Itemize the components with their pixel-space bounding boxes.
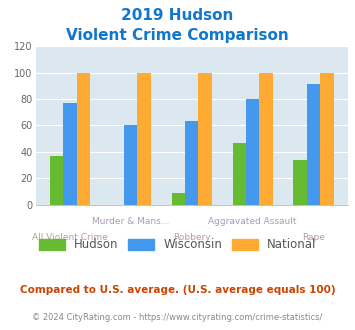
Bar: [185, 121, 198, 205]
Text: Aggravated Assault: Aggravated Assault: [208, 217, 297, 226]
Bar: [63, 103, 77, 205]
Bar: [50, 156, 63, 205]
Text: Robbery: Robbery: [173, 233, 211, 242]
Text: © 2024 CityRating.com - https://www.cityrating.com/crime-statistics/: © 2024 CityRating.com - https://www.city…: [32, 314, 323, 322]
Bar: [320, 73, 334, 205]
Text: Violent Crime Comparison: Violent Crime Comparison: [66, 28, 289, 43]
Bar: [260, 73, 273, 205]
Text: Murder & Mans...: Murder & Mans...: [92, 217, 169, 226]
Bar: [77, 73, 90, 205]
Bar: [233, 143, 246, 205]
Text: Compared to U.S. average. (U.S. average equals 100): Compared to U.S. average. (U.S. average …: [20, 285, 335, 295]
Bar: [124, 125, 137, 205]
Bar: [198, 73, 212, 205]
Bar: [294, 160, 307, 205]
Text: All Violent Crime: All Violent Crime: [32, 233, 108, 242]
Text: Rape: Rape: [302, 233, 325, 242]
Bar: [246, 99, 260, 205]
Bar: [171, 193, 185, 205]
Bar: [137, 73, 151, 205]
Text: 2019 Hudson: 2019 Hudson: [121, 8, 234, 23]
Bar: [307, 84, 320, 205]
Legend: Hudson, Wisconsin, National: Hudson, Wisconsin, National: [39, 239, 316, 251]
